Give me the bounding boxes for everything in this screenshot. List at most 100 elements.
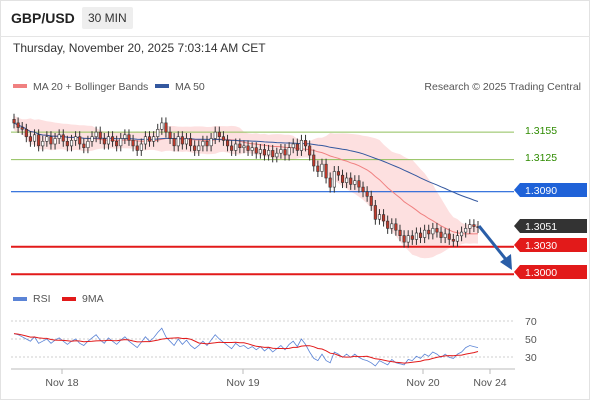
rsi-tick-30: 30 — [525, 352, 537, 364]
level-label-1-3155: 1.3155 — [525, 125, 557, 137]
candle-body — [184, 138, 188, 145]
candle-body — [197, 145, 201, 151]
candle-body — [98, 131, 102, 139]
candle-body — [336, 171, 341, 176]
symbol-title: GBP/USD — [11, 10, 75, 26]
candle-body — [172, 138, 176, 147]
candle-body — [394, 223, 398, 231]
bollinger-legend-label: MA 20 + Bollinger Bands — [33, 81, 148, 93]
timeframe-badge[interactable]: 30 MIN — [82, 7, 133, 29]
candle-body — [164, 122, 168, 133]
rsi-legend-swatch — [13, 297, 27, 301]
level-tag-1-3090 — [514, 183, 587, 197]
x-tick-nov19: Nov 19 — [226, 377, 259, 389]
candle-body — [70, 140, 74, 147]
candle-body — [402, 235, 406, 243]
candle-body — [57, 134, 61, 139]
candle-body — [78, 136, 82, 145]
candle-body — [152, 136, 156, 142]
candle-body — [381, 214, 386, 222]
candle-body — [74, 136, 78, 141]
bollinger-legend-swatch — [13, 84, 27, 88]
candle-body — [250, 147, 254, 151]
candle-body — [316, 165, 320, 172]
candle-body — [221, 136, 225, 141]
candle-body — [156, 129, 160, 137]
candle-body — [90, 136, 94, 142]
candle-body — [357, 180, 361, 188]
bollinger-band-area — [14, 115, 478, 259]
candle-body — [143, 136, 147, 145]
candle-body — [312, 154, 316, 167]
rsi-ma-legend-swatch — [62, 297, 76, 301]
candle-body — [468, 224, 472, 229]
candle-body — [234, 143, 238, 151]
candle-body — [12, 119, 16, 124]
x-tick-nov18: Nov 18 — [45, 377, 78, 389]
candle-body — [414, 232, 419, 240]
candle-body — [16, 122, 20, 128]
candle-body — [279, 149, 283, 154]
level-label-1-3051: 1.3051 — [525, 221, 557, 233]
candle-body — [135, 145, 139, 151]
candle-body — [324, 163, 328, 179]
candle-body — [139, 143, 143, 151]
level-label-1-3000: 1.3000 — [525, 267, 557, 279]
candle-body — [447, 233, 451, 240]
candle-body — [340, 174, 345, 183]
candle-body — [291, 143, 295, 149]
candle-body — [435, 228, 439, 233]
candle-body — [308, 145, 312, 156]
candle-body — [377, 214, 382, 220]
candle-body — [258, 149, 262, 154]
level-tag-1-3000 — [514, 265, 587, 279]
candle-body — [160, 122, 164, 130]
candle-body — [238, 143, 242, 149]
candle-body — [201, 141, 205, 147]
candle-body — [303, 140, 308, 147]
candle-body — [217, 131, 221, 138]
level-label-1-3030: 1.3030 — [525, 240, 557, 252]
level-label-1-3125: 1.3125 — [525, 152, 557, 164]
candle-body — [41, 141, 45, 147]
candle-body — [254, 147, 258, 154]
candle-body — [349, 177, 353, 185]
candle-body — [320, 163, 324, 172]
candle-body — [472, 224, 476, 227]
x-tick-nov20: Nov 20 — [406, 377, 439, 389]
level-lines — [11, 131, 514, 276]
rsi-ma-line — [13, 333, 479, 364]
candle-body — [439, 231, 443, 238]
candle-body — [37, 134, 41, 147]
candle-body — [65, 141, 69, 147]
candle-body — [24, 129, 28, 137]
candle-body — [28, 136, 33, 142]
rsi-lines — [13, 327, 479, 367]
candle-body — [443, 233, 447, 238]
candle-body — [299, 140, 304, 151]
candle-body — [390, 223, 394, 229]
candle-body — [283, 149, 287, 156]
level-label-1-3090: 1.3090 — [525, 185, 557, 197]
projection-arrow-head — [500, 254, 512, 270]
candle-body — [386, 220, 390, 229]
candle-body — [45, 136, 49, 142]
candle-body — [427, 229, 431, 235]
candle-body — [82, 143, 86, 149]
candle-body — [168, 131, 172, 139]
candle-body — [275, 152, 279, 158]
ma50-legend-swatch — [155, 84, 169, 88]
candle-body — [410, 235, 414, 240]
level-tag-1-3051 — [514, 219, 587, 233]
datetime-label: Thursday, November 20, 2025 7:03:14 AM C… — [13, 41, 266, 55]
x-tick-nov24: Nov 24 — [473, 377, 506, 389]
candle-body — [193, 145, 197, 151]
candle-body — [262, 149, 267, 156]
candle-body — [418, 232, 423, 238]
credit-label: Research © 2025 Trading Central — [424, 81, 581, 93]
rsi-ma-legend-label: 9MA — [82, 293, 104, 305]
candle-body — [115, 141, 119, 147]
candle-body — [49, 136, 53, 145]
projection-arrow — [477, 225, 510, 263]
candle-body — [398, 229, 402, 236]
